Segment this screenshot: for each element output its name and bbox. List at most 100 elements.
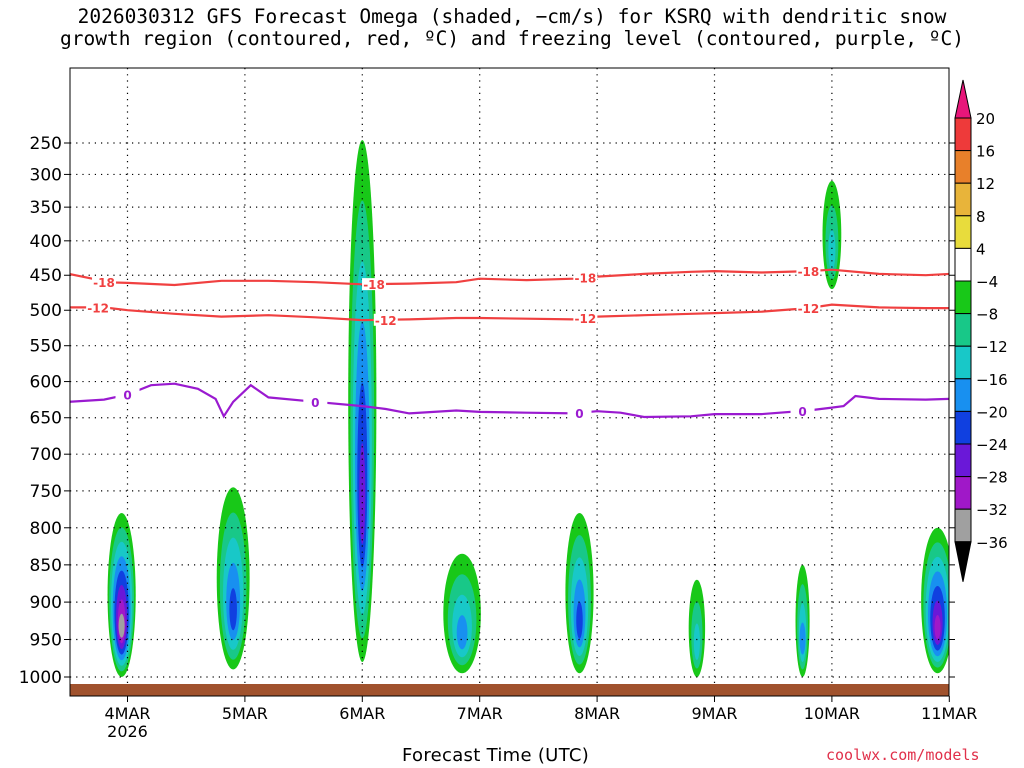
colorbar-label-13: −36 <box>976 534 1008 552</box>
contour-label-bg <box>567 406 592 419</box>
chart-title: 2026030312 GFS Forecast Omega (shaded, −… <box>0 6 1024 50</box>
contour-label-bg <box>573 271 598 284</box>
contour-label-bg <box>303 395 328 408</box>
x-tick-label-6MAR: 6MAR <box>339 704 385 723</box>
contour-label-0: 0 <box>123 389 131 403</box>
grid-lines <box>70 68 949 696</box>
colorbar-label-4: 4 <box>976 240 986 258</box>
y-tick-label-550: 550 <box>30 337 62 357</box>
omega-blob-4-level-4 <box>576 601 583 639</box>
x-tick-label-4MAR: 4MAR <box>104 704 150 723</box>
y-tick-label-500: 500 <box>30 301 62 321</box>
colorbar-label-8: −16 <box>976 371 1008 389</box>
x-tick-label-7MAR: 7MAR <box>457 704 503 723</box>
x-tick-label-8MAR: 8MAR <box>574 704 620 723</box>
colorbar-swatch-8 <box>954 345 972 380</box>
colorbar-bottom-arrow <box>954 541 972 582</box>
y-tick-label-350: 350 <box>30 198 62 218</box>
colorbar-label-0: 20 <box>976 110 995 128</box>
contour-lines: -18 -18 -18 -18 -12 -12 -12 -12 0 0 0 0 <box>70 265 949 421</box>
contour-label-bg <box>115 388 140 401</box>
colorbar-label-2: 12 <box>976 175 995 193</box>
y-tick-label-900: 900 <box>30 593 62 613</box>
y-tick-label-700: 700 <box>30 445 62 465</box>
colorbar-top-arrow <box>954 79 972 119</box>
y-tick-label-950: 950 <box>30 630 62 650</box>
omega-blob-8-level-6 <box>934 615 941 640</box>
x-tick-label-9MAR: 9MAR <box>691 704 737 723</box>
x-tick-label-11MAR: 11MAR <box>921 704 977 723</box>
omega-blob-7-level-2 <box>828 229 836 271</box>
omega-blob-5-level-2 <box>693 623 700 660</box>
colorbar-label-12: −32 <box>976 501 1008 519</box>
contour-label--12: -12 <box>798 302 820 316</box>
contour-label--12: -12 <box>575 312 597 326</box>
contour-label--18: -18 <box>798 265 820 279</box>
colorbar-label-1: 16 <box>976 143 995 161</box>
contour-label--12: -12 <box>87 301 109 315</box>
colorbar-swatch-12 <box>954 476 972 510</box>
colorbar-label-9: −20 <box>976 403 1008 421</box>
colorbar-swatch-11 <box>954 443 972 478</box>
plot-frame <box>69 67 950 697</box>
contour-label-bg <box>790 404 815 417</box>
y-tick-label-600: 600 <box>30 373 62 393</box>
colorbar-label-10: −24 <box>976 436 1008 454</box>
y-tick-label-400: 400 <box>30 232 62 252</box>
colorbar-swatch-9 <box>954 378 972 412</box>
contour-label--18: -18 <box>363 278 385 292</box>
contour-line-0 <box>70 382 949 419</box>
y-tick-label-750: 750 <box>30 482 62 502</box>
contour-label-0: 0 <box>798 405 806 419</box>
contour-label-bg <box>573 312 598 325</box>
contour-label-0: 0 <box>311 396 319 410</box>
colorbar-swatch-10 <box>954 410 972 445</box>
contour-label-0: 0 <box>575 407 583 421</box>
contour-label-bg <box>86 301 111 314</box>
colorbar-label-3: 8 <box>976 208 986 226</box>
title-line-2: growth region (contoured, red, ºC) and f… <box>60 27 964 50</box>
contour-label-bg <box>796 302 821 315</box>
y-tick-label-850: 850 <box>30 556 62 576</box>
x-tick-label-10MAR: 10MAR <box>804 704 860 723</box>
colorbar-swatch-3 <box>954 182 972 217</box>
colorbar-label-7: −12 <box>976 338 1008 356</box>
x-tick-sublabel: 2026 <box>107 722 148 741</box>
x-axis-label: Forecast Time (UTC) <box>402 745 590 766</box>
y-tick-label-450: 450 <box>30 266 62 286</box>
contour-label-bg <box>92 276 117 289</box>
contour-label-bg <box>796 265 821 278</box>
credit-link[interactable]: coolwx.com/models <box>826 746 980 764</box>
x-tick-label-5MAR: 5MAR <box>222 704 268 723</box>
y-axis: 250 300 350 400 450 500 550 600 650 700 750 800 850 9… <box>19 134 955 688</box>
y-tick-label-250: 250 <box>30 134 62 154</box>
colorbar-swatch-13 <box>954 508 972 543</box>
omega-blob-1-level-4 <box>229 588 237 631</box>
contour-label--18: -18 <box>93 276 115 290</box>
contour-label-bg <box>373 313 398 326</box>
colorbar-swatch-5 <box>954 247 972 282</box>
title-line-1: 2026030312 GFS Forecast Omega (shaded, −… <box>77 5 947 28</box>
ground-strip <box>70 684 949 696</box>
colorbar-swatch-1 <box>954 117 972 152</box>
omega-shading <box>107 139 949 678</box>
contour-label-bg <box>362 278 387 291</box>
colorbar-swatch-6 <box>954 280 972 315</box>
omega-blob-0-level-7 <box>118 613 125 638</box>
colorbar-label-5: −4 <box>976 273 998 291</box>
y-tick-label-1000: 1000 <box>19 668 62 688</box>
colorbar-swatch-2 <box>954 150 972 184</box>
y-tick-label-650: 650 <box>30 409 62 429</box>
omega-blob-2-level-5 <box>359 443 366 545</box>
contour-label--12: -12 <box>375 314 397 328</box>
colorbar-swatch-7 <box>954 313 972 347</box>
omega-blob-3-level-3 <box>456 615 468 650</box>
colorbar-swatch-4 <box>954 215 972 249</box>
colorbar: 20 16 12 8 4 −4 −8 −12 −16 −20 −24 −28 −32 −36 <box>954 79 1008 582</box>
colorbar-label-6: −8 <box>976 306 998 324</box>
y-tick-label-300: 300 <box>30 165 62 185</box>
y-tick-label-800: 800 <box>30 519 62 539</box>
contour-label--18: -18 <box>575 272 597 286</box>
